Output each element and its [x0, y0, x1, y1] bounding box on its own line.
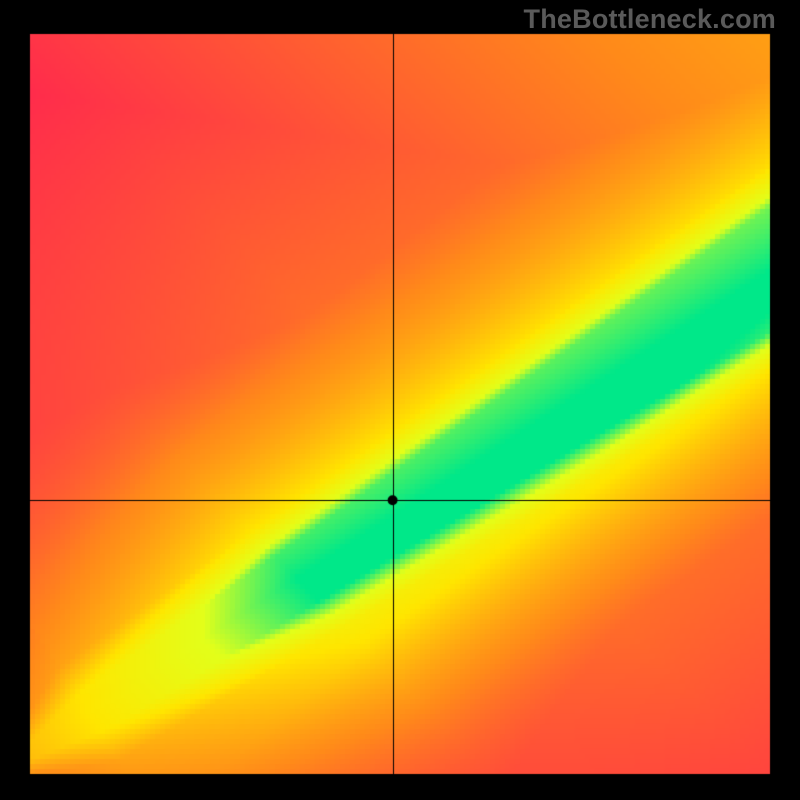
watermark-text: TheBottleneck.com: [524, 4, 776, 35]
bottleneck-heatmap: [0, 0, 800, 800]
